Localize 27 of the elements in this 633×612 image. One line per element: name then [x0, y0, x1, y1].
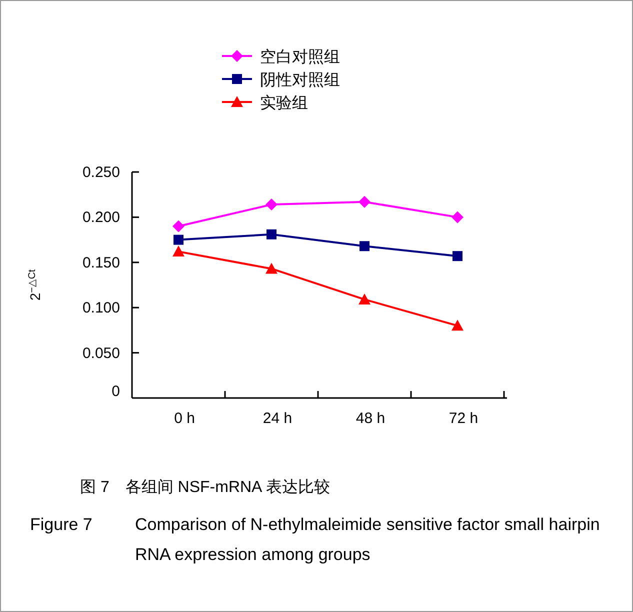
point	[174, 234, 184, 245]
x-tick-label: 24 h	[262, 410, 292, 427]
point	[266, 262, 278, 274]
y-tick-label: 0	[112, 383, 120, 400]
text: Figure 7 Comparison of N-ethylmaleimide sensitive factor small hairpin RNA expression among groups	[30, 515, 600, 564]
legend-label: 空白对照组	[260, 48, 340, 66]
x-tick-label: 0 h	[174, 410, 195, 427]
point	[452, 320, 464, 331]
legend-label: 实验组	[260, 94, 308, 112]
y-tick-label: 0.050	[82, 344, 120, 362]
point	[266, 198, 278, 211]
y-tick-label: 0.200	[82, 209, 120, 226]
point	[358, 293, 370, 304]
y-tick-label: 0.100	[82, 300, 120, 317]
point	[358, 196, 370, 208]
point	[452, 251, 462, 262]
x-tick-label: 48 h	[356, 410, 386, 427]
point	[172, 246, 184, 257]
point	[172, 220, 184, 232]
x-tick-label: 72 h	[448, 410, 478, 427]
caption: 图 7 各组间 NSF-mRNA 表达比较	[80, 478, 330, 496]
point	[452, 211, 464, 224]
y-tick-label: 0.150	[82, 254, 120, 272]
point	[266, 229, 276, 240]
point	[360, 241, 370, 252]
y-tick-label: 0.250	[82, 164, 120, 181]
legend-label: 阴性对照组	[260, 71, 340, 89]
